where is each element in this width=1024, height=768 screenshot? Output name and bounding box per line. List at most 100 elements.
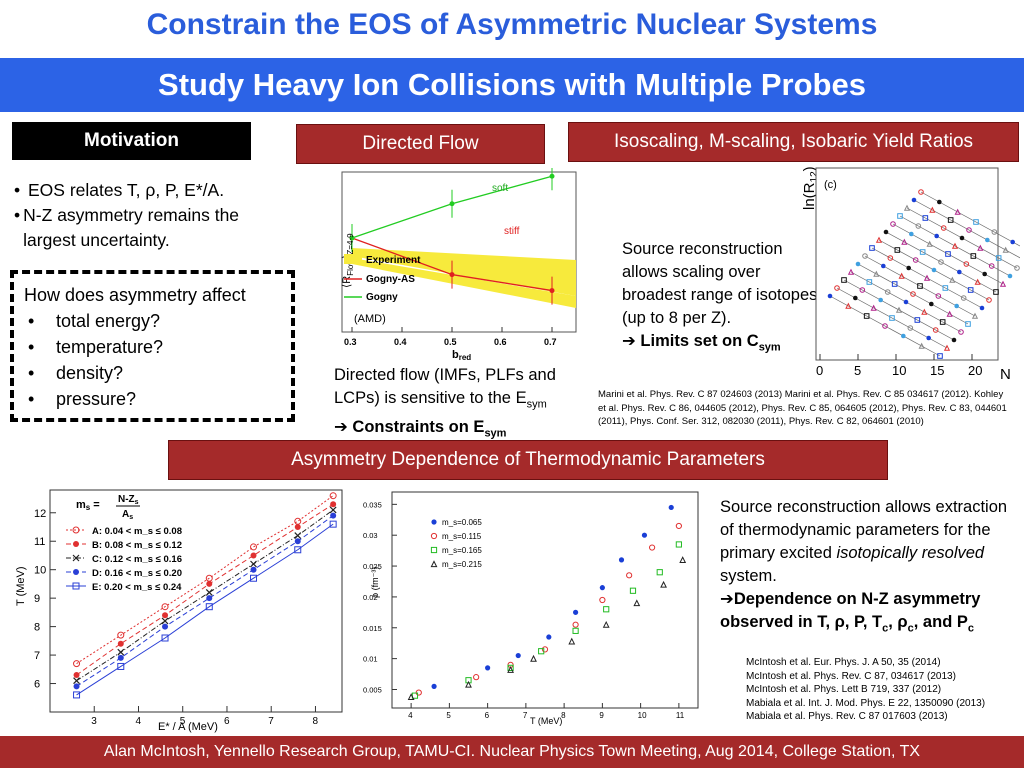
data-point — [966, 227, 972, 233]
density-chart: 4 5 6 7 8 9 10 11 0.005 0.01 0.015 0.02 0.025 0.03 0.0… — [363, 491, 699, 726]
tick-label: 11 — [676, 711, 685, 720]
legend-entry: m_s=0.215 — [442, 560, 482, 569]
data-point — [903, 204, 911, 211]
data-point — [162, 623, 169, 630]
data-point — [668, 504, 674, 511]
data-point — [538, 648, 545, 655]
data-point — [430, 546, 438, 554]
data-point — [870, 304, 877, 311]
motivation-bullets: • EOS relates T, ρ, P, E*/A. • N-Z asymmet… — [14, 178, 264, 253]
fit-line — [829, 295, 941, 357]
data-point — [988, 263, 995, 269]
data-point — [923, 274, 931, 281]
data-point — [889, 315, 895, 321]
tick-label: 12 — [34, 508, 46, 520]
tick-label: 8 — [312, 716, 318, 727]
data-point — [929, 206, 936, 213]
tick-label: 11 — [34, 536, 45, 548]
data-point — [869, 245, 875, 251]
data-point — [72, 526, 80, 534]
legend-experiment: Experiment — [366, 255, 421, 266]
tick-label: 20 — [968, 363, 982, 378]
data-point — [73, 672, 80, 678]
data-point — [449, 272, 455, 278]
data-point — [914, 317, 921, 323]
data-point — [161, 617, 169, 625]
data-point — [73, 677, 80, 685]
tick-label: 0.5 — [444, 337, 457, 347]
data-point — [649, 544, 656, 551]
data-point — [883, 229, 889, 235]
data-point — [931, 267, 937, 273]
data-point — [117, 654, 124, 661]
data-point — [901, 333, 906, 339]
data-point — [946, 310, 953, 317]
data-point — [898, 272, 905, 279]
data-point — [926, 335, 931, 341]
data-point — [918, 342, 925, 349]
fit-line — [857, 263, 969, 325]
tick-label: 10 — [638, 711, 647, 720]
data-point — [72, 582, 80, 590]
legend-entry: C: 0.12 < m_s ≤ 0.16 — [92, 554, 182, 565]
data-point — [73, 683, 80, 690]
data-point — [942, 285, 949, 291]
thermo-text: Source reconstruction allows extraction … — [720, 498, 1008, 635]
data-point — [117, 631, 125, 639]
data-point — [895, 306, 903, 313]
data-point — [250, 560, 257, 568]
data-point — [911, 197, 917, 203]
data-point — [859, 287, 866, 293]
data-point — [965, 321, 971, 327]
fit-line — [899, 215, 1011, 277]
data-point — [887, 255, 894, 261]
tick-label: 10 — [34, 565, 46, 577]
data-point — [937, 353, 943, 359]
data-point — [841, 277, 847, 283]
tick-label: 9 — [34, 593, 40, 605]
data-point — [897, 213, 903, 219]
data-point — [206, 580, 213, 587]
data-point — [330, 512, 337, 519]
data-point — [465, 680, 472, 688]
data-point — [960, 295, 967, 301]
data-point — [919, 249, 926, 255]
tick-label: 7 — [523, 711, 528, 720]
tick-label: 0.7 — [544, 337, 557, 347]
tick-label: 6 — [34, 679, 40, 691]
data-point — [117, 648, 125, 656]
tick-label: 0.015 — [363, 624, 382, 633]
data-point — [618, 557, 625, 563]
data-point — [954, 208, 961, 215]
data-point — [845, 302, 852, 309]
data-point — [918, 189, 924, 195]
data-point — [431, 683, 437, 689]
data-point — [882, 323, 888, 329]
data-point — [906, 265, 911, 271]
data-point — [853, 295, 858, 301]
data-point — [568, 637, 576, 645]
data-point — [932, 327, 939, 333]
data-point — [72, 554, 80, 562]
tick-label: 0.3 — [344, 337, 357, 347]
data-point — [602, 620, 610, 628]
data-point — [572, 621, 579, 628]
data-point — [599, 585, 605, 591]
data-point — [250, 543, 258, 551]
data-point — [641, 532, 648, 538]
data-point — [250, 552, 257, 559]
amd-annotation: (AMD) — [354, 313, 386, 325]
arrow-icon: ➔ — [334, 418, 348, 437]
data-point — [530, 654, 537, 662]
data-point — [205, 589, 213, 596]
data-point — [907, 325, 914, 331]
data-point — [926, 240, 933, 247]
isoscaling-refs: Marini et al. Phys. Rev. C 87 024603 (20… — [598, 389, 1007, 427]
footer: Alan McIntosh, Yennello Research Group, … — [0, 736, 1024, 768]
data-point — [161, 603, 169, 611]
data-point — [573, 609, 579, 615]
data-point — [979, 305, 985, 311]
data-point — [349, 235, 355, 241]
data-point — [1002, 246, 1009, 253]
soft-label: soft — [492, 183, 508, 194]
